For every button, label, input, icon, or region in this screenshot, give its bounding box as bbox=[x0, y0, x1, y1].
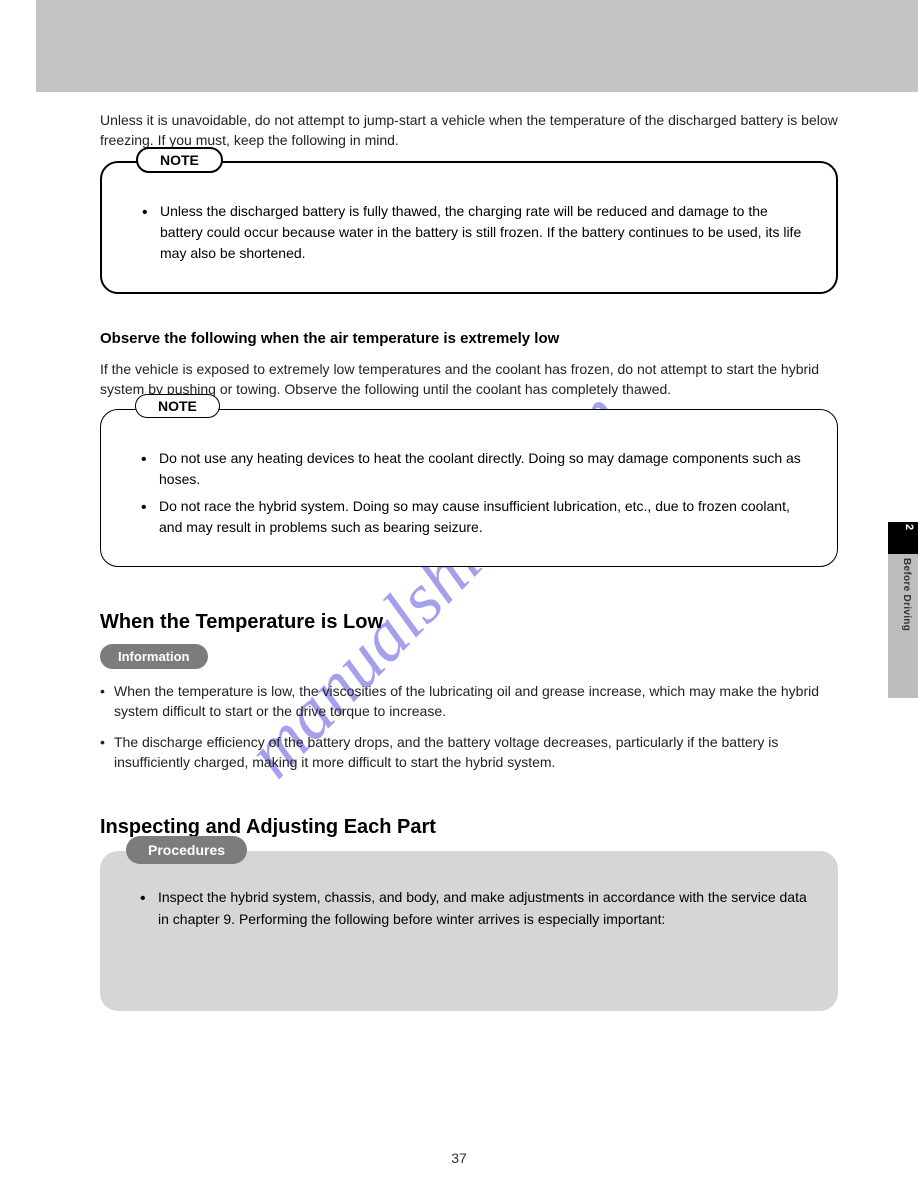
note-label: NOTE bbox=[136, 147, 223, 173]
main-content: Unless it is unavoidable, do not attempt… bbox=[100, 110, 838, 1011]
intro-text: Unless it is unavoidable, do not attempt… bbox=[100, 110, 838, 151]
note-item: Do not race the hybrid system. Doing so … bbox=[141, 496, 809, 538]
top-banner bbox=[36, 0, 918, 92]
note-box-1: NOTE Unless the discharged battery is fu… bbox=[100, 161, 838, 294]
subhead-low-temp: Observe the following when the air tempe… bbox=[100, 330, 838, 347]
procedure-item: Inspect the hybrid system, chassis, and … bbox=[140, 887, 810, 930]
info-bullet-text: When the temperature is low, the viscosi… bbox=[114, 683, 819, 719]
section1-text: If the vehicle is exposed to extremely l… bbox=[100, 359, 838, 400]
heading-temp-low: When the Temperature is Low bbox=[100, 611, 838, 634]
info-bullet-2: • The discharge efficiency of the batter… bbox=[100, 732, 838, 773]
page-number: 37 bbox=[0, 1150, 918, 1166]
information-pill: Information bbox=[100, 644, 208, 669]
procedures-box: Procedures Inspect the hybrid system, ch… bbox=[100, 851, 838, 1010]
procedures-label: Procedures bbox=[126, 836, 247, 864]
info-bullet-text: The discharge efficiency of the battery … bbox=[114, 734, 778, 770]
note-label: NOTE bbox=[135, 394, 220, 418]
note-item: Do not use any heating devices to heat t… bbox=[141, 448, 809, 490]
side-chapter-label: Before Driving bbox=[901, 558, 912, 631]
note-item: Unless the discharged battery is fully t… bbox=[142, 201, 808, 264]
note-box-2: NOTE Do not use any heating devices to h… bbox=[100, 409, 838, 567]
info-bullet-1: • When the temperature is low, the visco… bbox=[100, 681, 838, 722]
